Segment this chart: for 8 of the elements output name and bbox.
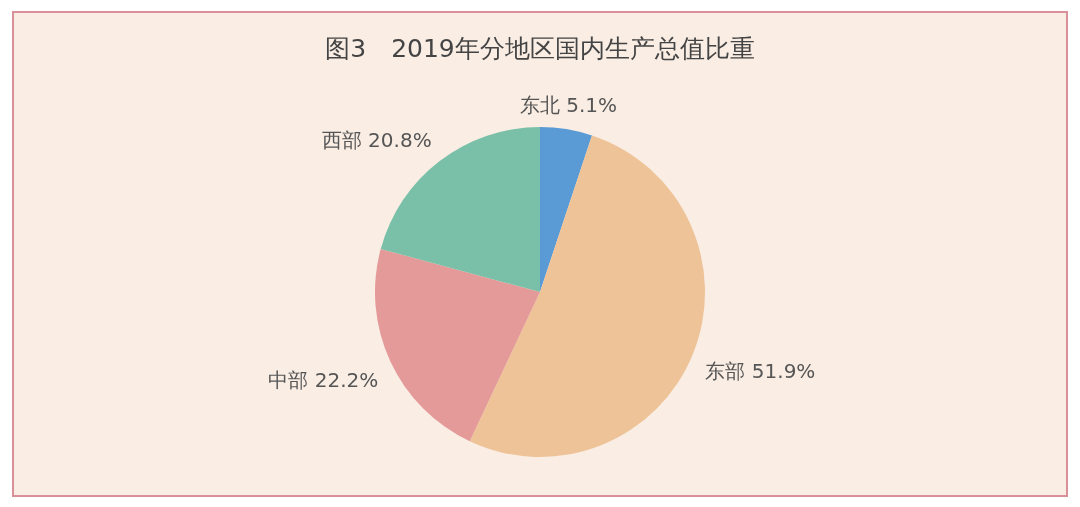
slice-label: 东部 51.9% xyxy=(705,359,816,384)
pie-slice xyxy=(540,127,592,292)
slice-label: 东北 5.1% xyxy=(519,93,618,118)
slice-label: 中部 22.2% xyxy=(268,367,379,392)
slice-label: 西部 20.8% xyxy=(321,127,432,152)
chart-title: 图3 2019年分地区国内生产总值比重 xyxy=(325,34,755,63)
pie-slice xyxy=(469,135,705,457)
pie-slice xyxy=(375,248,540,442)
